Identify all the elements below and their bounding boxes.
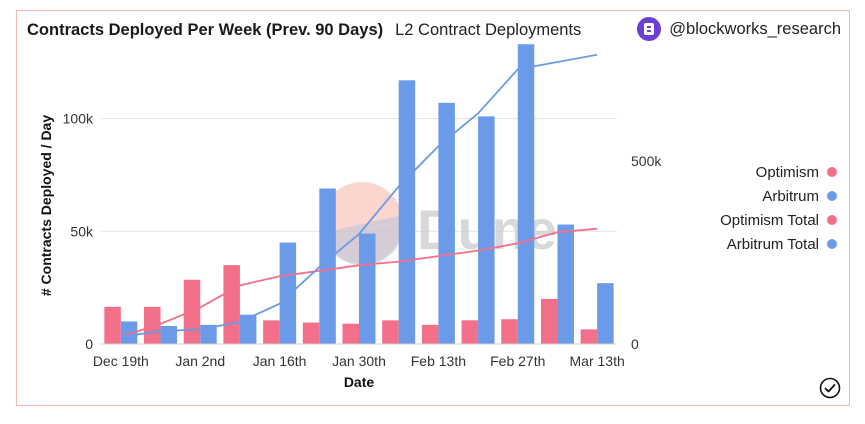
y-axis-title: # Contracts Deployed / Day xyxy=(38,115,54,296)
bar-arbitrum xyxy=(398,80,416,345)
chart-subtitle: L2 Contract Deployments xyxy=(395,21,582,39)
x-tick-label: Jan 30th xyxy=(332,353,386,369)
bar-arbitrum xyxy=(557,224,574,344)
bar-arbitrum xyxy=(279,242,297,344)
bar-optimism xyxy=(183,279,201,344)
x-tick-label: Feb 27th xyxy=(490,353,545,369)
chart-legend: Optimism Arbitrum Optimism Total Arbitru… xyxy=(720,163,837,253)
legend-label: Arbitrum xyxy=(762,187,819,205)
bar-arbitrum xyxy=(597,283,614,344)
y-tick-label: 50k xyxy=(70,223,94,239)
bar-arbitrum xyxy=(200,324,217,344)
y-tick-label: 100k xyxy=(63,111,94,127)
y-tick-label: 0 xyxy=(85,336,93,352)
bar-optimism xyxy=(342,323,359,344)
legend-marker xyxy=(827,239,837,249)
line-arbitrum-total xyxy=(120,53,598,338)
line-optimism-total xyxy=(120,227,598,338)
bar-optimism xyxy=(501,319,518,344)
x-axis-title: Date xyxy=(344,374,375,390)
bar-arbitrum xyxy=(438,102,455,344)
x-tick-label: Mar 13th xyxy=(570,353,625,369)
bar-optimism xyxy=(540,298,558,344)
bar-arbitrum xyxy=(239,314,257,344)
legend-marker xyxy=(827,191,837,201)
chart-header: Contracts Deployed Per Week (Prev. 90 Da… xyxy=(27,21,581,40)
bar-optimism xyxy=(382,320,399,344)
x-tick-label: Dec 19th xyxy=(93,353,149,369)
bar-arbitrum xyxy=(160,325,178,344)
bar-arbitrum xyxy=(359,233,376,344)
legend-item-arbitrum[interactable]: Arbitrum xyxy=(762,187,837,205)
legend-marker xyxy=(827,215,837,225)
legend-item-optimism[interactable]: Optimism xyxy=(756,163,837,181)
bar-optimism xyxy=(461,320,479,344)
bar-arbitrum xyxy=(120,321,138,344)
bar-optimism xyxy=(144,306,161,344)
bar-optimism xyxy=(263,320,280,344)
author-link[interactable]: @blockworks_research xyxy=(637,17,841,41)
bar-optimism xyxy=(104,306,121,344)
legend-label: Arbitrum Total xyxy=(726,235,819,253)
legend-item-arbitrum-total[interactable]: Arbitrum Total xyxy=(727,235,837,253)
legend-label: Optimism xyxy=(755,163,819,181)
legend-marker xyxy=(827,167,837,177)
x-tick-label: Jan 16th xyxy=(253,353,307,369)
x-tick-label: Jan 2nd xyxy=(175,353,225,369)
x-tick-label: Feb 13th xyxy=(411,353,466,369)
legend-label: Optimism Total xyxy=(720,211,819,229)
y2-tick-label: 500k xyxy=(631,153,662,169)
bar-arbitrum xyxy=(478,116,495,344)
author-handle: @blockworks_research xyxy=(669,19,841,38)
check-circle-icon[interactable] xyxy=(819,377,841,399)
bar-optimism xyxy=(223,265,240,344)
chart-title: Contracts Deployed Per Week (Prev. 90 Da… xyxy=(27,21,384,39)
bar-arbitrum xyxy=(517,44,535,344)
y2-tick-label: 0 xyxy=(631,336,639,352)
bar-optimism xyxy=(421,324,439,344)
bar-arbitrum xyxy=(319,188,336,344)
legend-item-optimism-total[interactable]: Optimism Total xyxy=(720,211,837,229)
chart-card: Contracts Deployed Per Week (Prev. 90 Da… xyxy=(16,10,850,406)
blockworks-logo-icon xyxy=(637,17,662,41)
bar-optimism xyxy=(580,329,598,344)
bar-optimism xyxy=(302,322,320,344)
